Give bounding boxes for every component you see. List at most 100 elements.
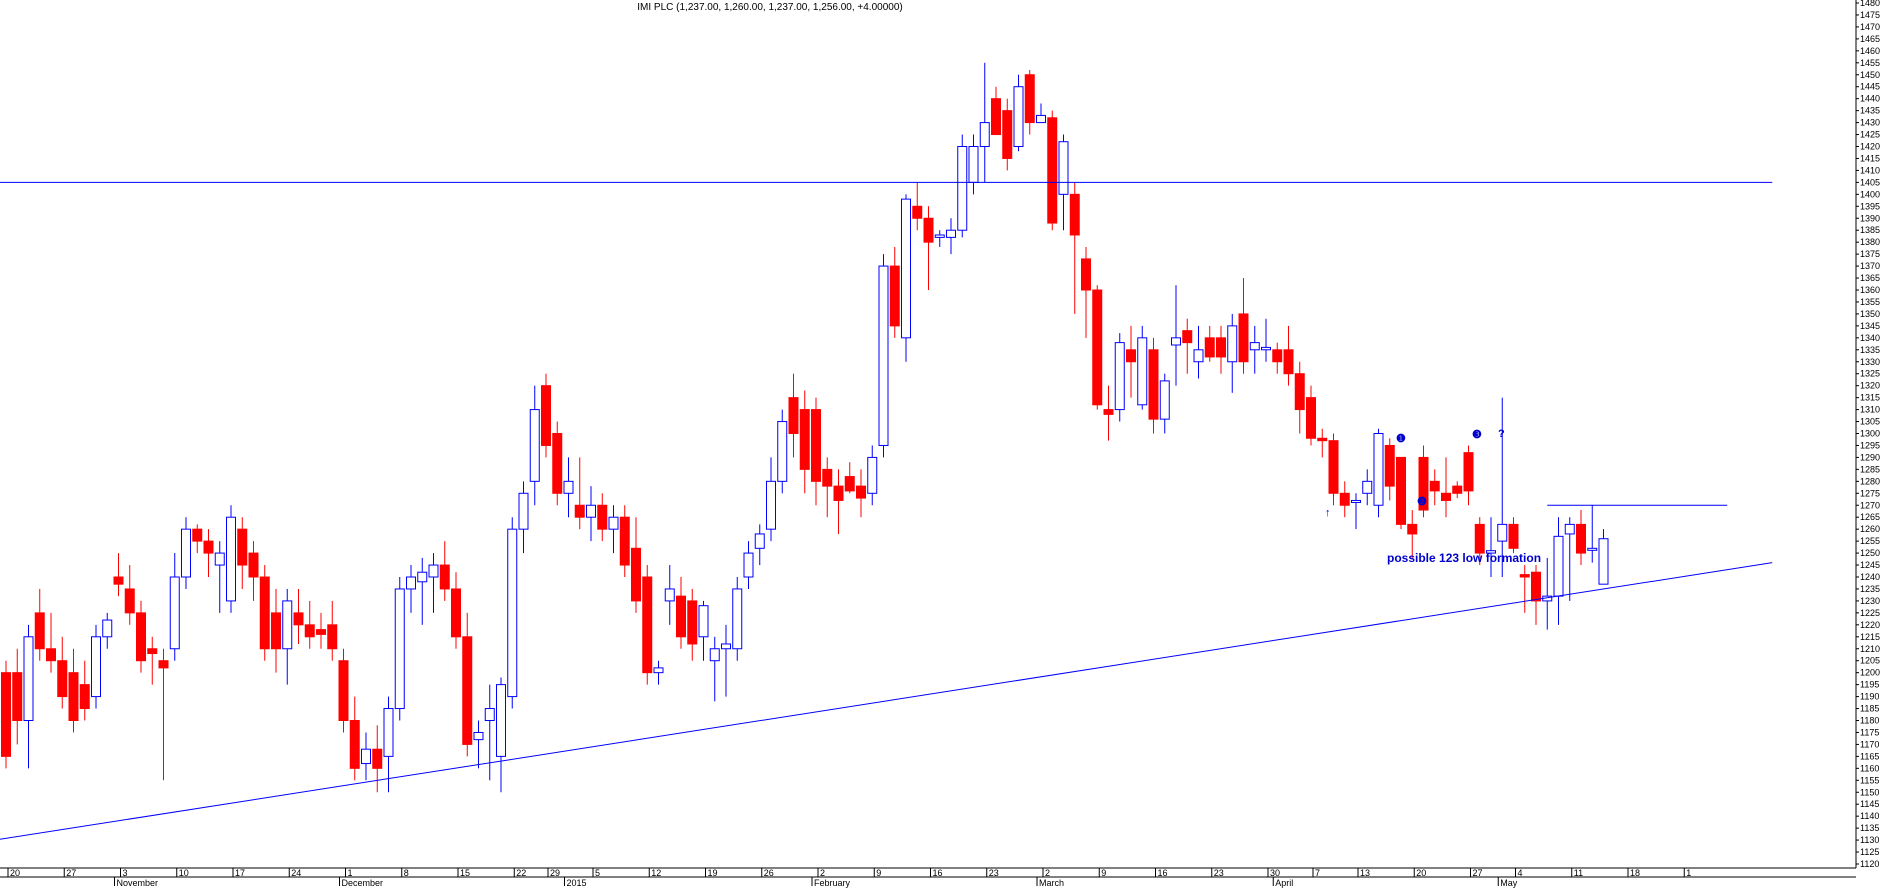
candle [1036, 103, 1046, 124]
candle [203, 529, 214, 577]
candle [822, 457, 833, 518]
y-tick-label: 1155 [1860, 775, 1879, 785]
candle-body [1429, 480, 1440, 492]
candle-body [653, 667, 664, 674]
candle-body [102, 619, 113, 638]
y-tick-label: 1230 [1860, 596, 1880, 606]
x-day-tick-label: 10 [179, 868, 189, 878]
candle-body [46, 648, 56, 662]
candle [1441, 457, 1451, 518]
candle-body [889, 265, 900, 327]
candle [664, 565, 675, 625]
candle-body [327, 624, 338, 650]
candle-body [451, 588, 461, 638]
candle-body [79, 684, 90, 710]
y-tick-label: 1310 [1860, 405, 1880, 415]
x-day-tick-label: 19 [708, 868, 718, 878]
candle [361, 732, 371, 781]
candle-body [912, 205, 923, 219]
x-month-tick-label: December [342, 878, 384, 888]
candle [597, 493, 608, 542]
x-day-tick-label: 9 [876, 868, 881, 878]
candle-body [1396, 456, 1406, 525]
x-day-tick-label: 7 [1315, 868, 1320, 878]
candle [46, 612, 56, 673]
y-tick-label: 1170 [1860, 739, 1879, 749]
candle-body [1339, 492, 1350, 506]
candle [1047, 110, 1058, 231]
y-tick-label: 1275 [1860, 488, 1880, 498]
candle-body [1126, 349, 1136, 363]
y-tick-label: 1360 [1860, 285, 1880, 295]
candle [1362, 469, 1373, 506]
y-tick-label: 1270 [1860, 500, 1880, 510]
candle [372, 725, 383, 793]
candle-body [1508, 523, 1519, 549]
candle-body [1587, 547, 1598, 551]
candle-body [1474, 523, 1485, 554]
candle [631, 517, 641, 613]
candle [946, 218, 956, 255]
candle [68, 648, 79, 733]
candle-body [586, 504, 596, 518]
candle-body [158, 660, 169, 669]
candle-body [293, 612, 304, 626]
candle-body [968, 146, 979, 183]
candle [642, 565, 653, 685]
y-tick-label: 1165 [1860, 751, 1879, 761]
candle-body [383, 708, 394, 757]
candle-body [271, 612, 281, 650]
candle-body [1092, 289, 1103, 406]
y-tick-label: 1435 [1860, 106, 1880, 116]
candle [529, 385, 540, 506]
candle [383, 696, 394, 793]
candle [1137, 325, 1148, 410]
candle-body [496, 684, 506, 757]
y-tick-label: 1415 [1860, 153, 1880, 163]
candle [563, 457, 574, 518]
candle [428, 553, 439, 613]
candle [1429, 469, 1440, 506]
candle [1373, 428, 1384, 518]
candle-body [1036, 114, 1046, 124]
candle-body [1294, 373, 1305, 411]
candle [1092, 285, 1103, 410]
candle-body [57, 660, 68, 698]
candle-body [1171, 337, 1181, 346]
candle [619, 505, 630, 577]
y-tick-label: 1470 [1860, 22, 1880, 32]
candle [327, 600, 338, 661]
candle-body [1058, 141, 1069, 195]
y-tick-label: 1195 [1860, 680, 1879, 690]
x-day-tick-label: 27 [66, 868, 76, 878]
y-tick-label: 1290 [1860, 452, 1880, 462]
candle [833, 469, 844, 534]
candle-body [777, 421, 788, 482]
y-tick-label: 1395 [1860, 201, 1880, 211]
candle [1272, 342, 1283, 374]
candle [23, 624, 34, 769]
candle-body [979, 122, 990, 148]
marker-point-1: ❶ [1396, 433, 1406, 445]
candle [541, 373, 551, 458]
candle [259, 565, 270, 661]
candle-body [1, 672, 11, 757]
candle [1148, 337, 1159, 434]
candle [698, 600, 709, 661]
candle [811, 397, 821, 506]
chart-title: IMI PLC (1,237.00, 1,260.00, 1,237.00, 1… [637, 2, 902, 13]
y-tick-label: 1320 [1860, 381, 1880, 391]
y-tick-label: 1245 [1860, 560, 1880, 570]
candle [1317, 428, 1328, 458]
x-day-tick-label: 1 [1686, 868, 1691, 878]
x-day-tick-label: 17 [235, 868, 245, 878]
candle-body [304, 624, 315, 638]
candle [1216, 325, 1226, 374]
candle [1407, 510, 1418, 558]
candle [1002, 98, 1013, 171]
candle-body [878, 265, 889, 446]
x-day-tick-label: 11 [1574, 868, 1583, 878]
candle [586, 486, 596, 542]
candle [676, 577, 686, 649]
candle-body [361, 748, 371, 765]
